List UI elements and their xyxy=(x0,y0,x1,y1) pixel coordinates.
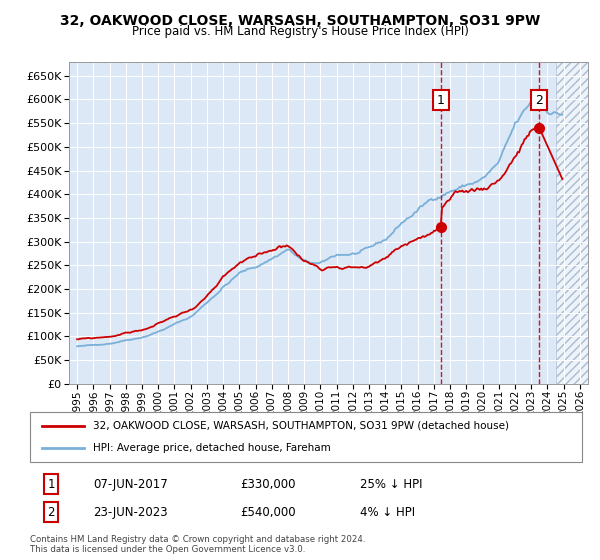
Text: £540,000: £540,000 xyxy=(240,506,296,519)
Text: 4% ↓ HPI: 4% ↓ HPI xyxy=(360,506,415,519)
Text: 1: 1 xyxy=(47,478,55,491)
Text: 32, OAKWOOD CLOSE, WARSASH, SOUTHAMPTON, SO31 9PW (detached house): 32, OAKWOOD CLOSE, WARSASH, SOUTHAMPTON,… xyxy=(93,421,509,431)
Bar xyxy=(556,62,588,384)
Text: 25% ↓ HPI: 25% ↓ HPI xyxy=(360,478,422,491)
Text: 07-JUN-2017: 07-JUN-2017 xyxy=(93,478,168,491)
Text: Contains HM Land Registry data © Crown copyright and database right 2024.
This d: Contains HM Land Registry data © Crown c… xyxy=(30,535,365,554)
Text: HPI: Average price, detached house, Fareham: HPI: Average price, detached house, Fare… xyxy=(93,443,331,453)
Text: 2: 2 xyxy=(535,94,543,107)
Text: £330,000: £330,000 xyxy=(240,478,296,491)
Text: 23-JUN-2023: 23-JUN-2023 xyxy=(93,506,167,519)
Text: Price paid vs. HM Land Registry's House Price Index (HPI): Price paid vs. HM Land Registry's House … xyxy=(131,25,469,38)
Text: 2: 2 xyxy=(47,506,55,519)
Bar xyxy=(556,62,588,384)
Text: 1: 1 xyxy=(437,94,445,107)
Text: 32, OAKWOOD CLOSE, WARSASH, SOUTHAMPTON, SO31 9PW: 32, OAKWOOD CLOSE, WARSASH, SOUTHAMPTON,… xyxy=(60,14,540,28)
